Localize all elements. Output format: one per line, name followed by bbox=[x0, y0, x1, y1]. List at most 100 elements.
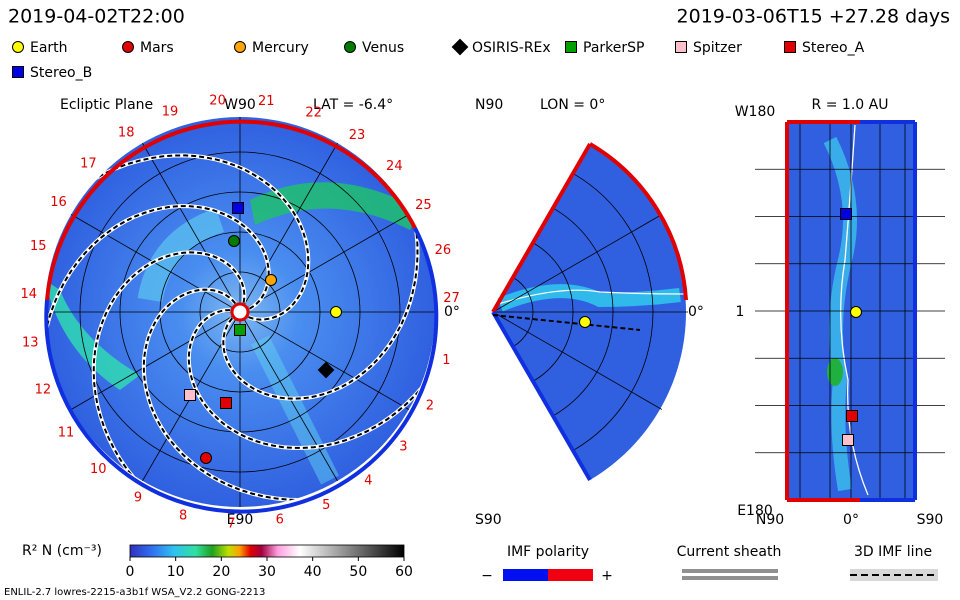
legend-label: Spitzer bbox=[693, 40, 742, 56]
clock-label: 8 bbox=[179, 509, 187, 524]
body-marker bbox=[675, 41, 687, 53]
ecliptic-title: Ecliptic Plane bbox=[60, 97, 153, 113]
clock-label: 27 bbox=[443, 291, 460, 306]
legend-label: Stereo_A bbox=[802, 40, 865, 56]
colorbar-tick-label: 20 bbox=[212, 564, 230, 580]
body-marker bbox=[220, 397, 232, 409]
body-marker bbox=[579, 316, 591, 328]
body-marker bbox=[234, 41, 246, 53]
clock-label: 23 bbox=[349, 128, 366, 143]
colorbar-label: R² N (cm⁻³) bbox=[22, 543, 102, 559]
body-marker bbox=[184, 389, 196, 401]
imf-spiral bbox=[187, 309, 425, 449]
imf-spiral bbox=[91, 154, 310, 321]
imf-spiral bbox=[222, 218, 419, 400]
clock-label: 19 bbox=[162, 104, 179, 119]
clock-label: 11 bbox=[58, 426, 75, 441]
radial-title: R = 1.0 AU bbox=[812, 97, 889, 113]
legend-label: OSIRIS-REx bbox=[472, 40, 551, 56]
clock-label: 22 bbox=[305, 106, 322, 121]
legend-label: Stereo_B bbox=[30, 65, 92, 81]
grid-line bbox=[492, 214, 663, 313]
clock-label: 10 bbox=[90, 462, 107, 477]
grid-line bbox=[492, 311, 663, 410]
clock-label: 17 bbox=[80, 156, 97, 171]
clock-label: 21 bbox=[258, 94, 275, 109]
body-marker bbox=[330, 306, 342, 318]
clock-label: 12 bbox=[35, 383, 52, 398]
clock-label: 9 bbox=[134, 490, 142, 505]
body-marker bbox=[12, 66, 24, 78]
colorbar-tick-label: 40 bbox=[304, 564, 322, 580]
imf-line-label: 3D IMF line bbox=[854, 544, 932, 560]
clock-label: 16 bbox=[50, 195, 67, 210]
clock-label: 1 bbox=[442, 353, 450, 368]
top-label: N90 bbox=[475, 97, 503, 113]
x-label: N90 bbox=[756, 512, 784, 528]
clock-label: 3 bbox=[399, 440, 407, 455]
bottom-label: E90 bbox=[227, 512, 254, 528]
x-label: S90 bbox=[917, 512, 944, 528]
body-marker bbox=[451, 38, 469, 56]
legend-label: Earth bbox=[30, 40, 68, 56]
body-marker bbox=[12, 41, 24, 53]
colorbar-tick-label: 60 bbox=[395, 564, 413, 580]
body-marker bbox=[232, 202, 244, 214]
body-marker bbox=[840, 208, 852, 220]
timestamp: 2019-04-02T22:00 bbox=[8, 6, 185, 28]
top-label: W90 bbox=[224, 97, 256, 113]
body-marker bbox=[850, 306, 862, 318]
keys: IMF polarity − + Current sheath 3D IMF l… bbox=[481, 544, 938, 584]
clock-label: 26 bbox=[435, 243, 452, 258]
imf-spiral bbox=[142, 288, 302, 502]
colorbar-tick-label: 10 bbox=[167, 564, 185, 580]
body-marker bbox=[344, 41, 356, 53]
minus-label: − bbox=[481, 568, 493, 584]
legend-label: ParkerSP bbox=[583, 40, 644, 56]
bottom-left-label: E180 bbox=[737, 503, 773, 519]
body-marker bbox=[317, 361, 335, 379]
ecliptic-panel: Ecliptic Plane W90 LAT = -6.4° E90 0° bbox=[44, 97, 460, 528]
meridional-panel: N90 LON = 0° S90 0° bbox=[475, 97, 704, 528]
right-label: 0° bbox=[688, 304, 704, 320]
clock-label: 6 bbox=[276, 513, 284, 528]
mid-left-label: 1 bbox=[736, 304, 745, 320]
body-marker bbox=[122, 41, 134, 53]
lat-label: LAT = -6.4° bbox=[313, 97, 393, 113]
clock-label: 7 bbox=[227, 516, 235, 531]
clock-label: 18 bbox=[118, 126, 135, 141]
lon-label: LON = 0° bbox=[540, 97, 605, 113]
x-label: 0° bbox=[843, 512, 859, 528]
clock-label: 14 bbox=[20, 287, 37, 302]
body-marker bbox=[565, 41, 577, 53]
legend-label: Mars bbox=[140, 40, 174, 56]
body-marker bbox=[784, 41, 796, 53]
clock-label: 20 bbox=[209, 94, 226, 109]
legend-label: Venus bbox=[362, 40, 404, 56]
right-label: 0° bbox=[444, 304, 460, 320]
clock-label: 15 bbox=[30, 239, 47, 254]
run-time: 2019-03-06T15 +27.28 days bbox=[677, 6, 950, 28]
body-marker bbox=[265, 274, 277, 286]
legend-label: Mercury bbox=[252, 40, 309, 56]
colorbar: R² N (cm⁻³) 0 10 20 30 40 50 60 bbox=[22, 543, 413, 580]
colorbar-tick-label: 0 bbox=[126, 564, 135, 580]
body-marker bbox=[234, 324, 246, 336]
plus-label: + bbox=[601, 568, 613, 584]
bottom-label: S90 bbox=[475, 512, 502, 528]
current-sheath-label: Current sheath bbox=[677, 544, 782, 560]
clock-label: 2 bbox=[426, 399, 434, 414]
imf-spiral bbox=[92, 251, 246, 481]
clock-label: 13 bbox=[22, 336, 39, 351]
clock-label: 4 bbox=[364, 473, 372, 488]
clock-label: 25 bbox=[415, 198, 432, 213]
imf-polarity-label: IMF polarity bbox=[507, 544, 589, 560]
clock-label: 5 bbox=[322, 498, 330, 513]
body-marker bbox=[228, 235, 240, 247]
colorbar-tick-label: 30 bbox=[258, 564, 276, 580]
radial-panel: R = 1.0 AU W180 1 E180 N90 0° S90 bbox=[735, 97, 945, 528]
body-marker bbox=[846, 410, 858, 422]
clock-label: 24 bbox=[386, 159, 403, 174]
footer: ENLIL-2.7 lowres-2215-a3b1f WSA_V2.2 GON… bbox=[4, 587, 265, 598]
